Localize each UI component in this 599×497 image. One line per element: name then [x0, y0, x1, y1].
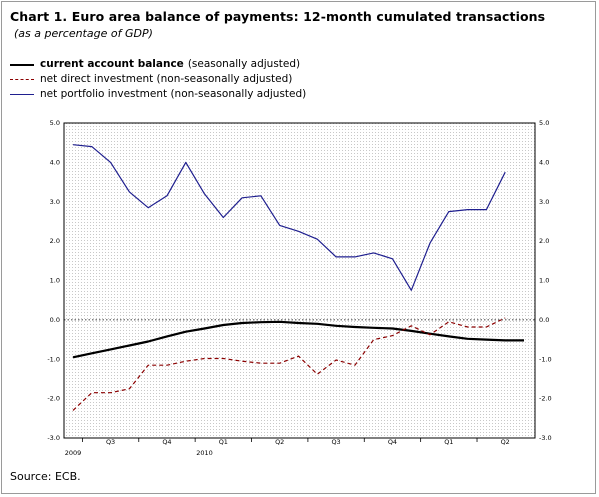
y-tick-label-right: 5.0 [539, 119, 549, 127]
chart-subtitle: (as a percentage of GDP) [14, 27, 153, 40]
x-tick-label-quarter: Q3 [331, 438, 340, 446]
legend-label: net portfolio investment (non-seasonally… [40, 88, 307, 100]
y-tick-label-left: -2.0 [47, 395, 60, 403]
x-tick-label-quarter: Q1 [219, 438, 228, 446]
legend-label-bold: current account balance [40, 58, 184, 70]
y-tick-label-left: 1.0 [50, 277, 60, 285]
chart-title: Chart 1. Euro area balance of payments: … [10, 9, 546, 24]
x-tick-label-quarter: Q2 [275, 438, 284, 446]
legend-label: (seasonally adjusted) [187, 58, 301, 70]
x-tick-label-quarter: Q2 [501, 438, 510, 446]
y-tick-label-right: -3.0 [539, 434, 552, 442]
x-tick-label-quarter: Q4 [162, 438, 171, 446]
y-tick-label-left: -1.0 [47, 355, 60, 363]
legend-item-current-account: current account balance (seasonally adju… [10, 57, 306, 72]
y-tick-label-right: 4.0 [539, 158, 549, 166]
plot-area [63, 122, 536, 439]
current-account-line [72, 320, 524, 359]
y-tick-label-left: 0.0 [50, 316, 60, 324]
y-tick-label-left: -3.0 [47, 434, 60, 442]
y-tick-label-left: 4.0 [50, 158, 60, 166]
y-tick-label-right: 3.0 [539, 198, 549, 206]
legend-item-portfolio: net portfolio investment (non-seasonally… [10, 87, 306, 102]
legend: current account balance (seasonally adju… [10, 57, 306, 102]
y-tick-label-left: 3.0 [50, 198, 60, 206]
legend-item-direct-investment: net direct investment (non-seasonally ad… [10, 72, 306, 87]
x-tick-label-quarter: Q1 [444, 438, 453, 446]
y-tick-label-right: -2.0 [539, 395, 552, 403]
y-tick-label-left: 2.0 [50, 237, 60, 245]
x-tick-label-year: 2009 [65, 449, 82, 457]
legend-swatch-portfolio [10, 94, 34, 95]
x-tick-label-year: 2010 [196, 449, 213, 457]
y-tick-label-right: 2.0 [539, 237, 549, 245]
portfolio-line [72, 144, 506, 291]
legend-swatch-current-account [10, 63, 34, 66]
source-note: Source: ECB. [10, 470, 81, 483]
y-tick-label-right: 0.0 [539, 316, 549, 324]
x-tick-label-quarter: Q4 [388, 438, 397, 446]
x-tick-label-quarter: Q3 [106, 438, 115, 446]
y-tick-label-right: 1.0 [539, 277, 549, 285]
y-tick-label-left: 5.0 [50, 119, 60, 127]
legend-swatch-direct-investment [10, 79, 34, 80]
legend-label: net direct investment (non-seasonally ad… [40, 73, 293, 85]
y-tick-label-right: -1.0 [539, 355, 552, 363]
